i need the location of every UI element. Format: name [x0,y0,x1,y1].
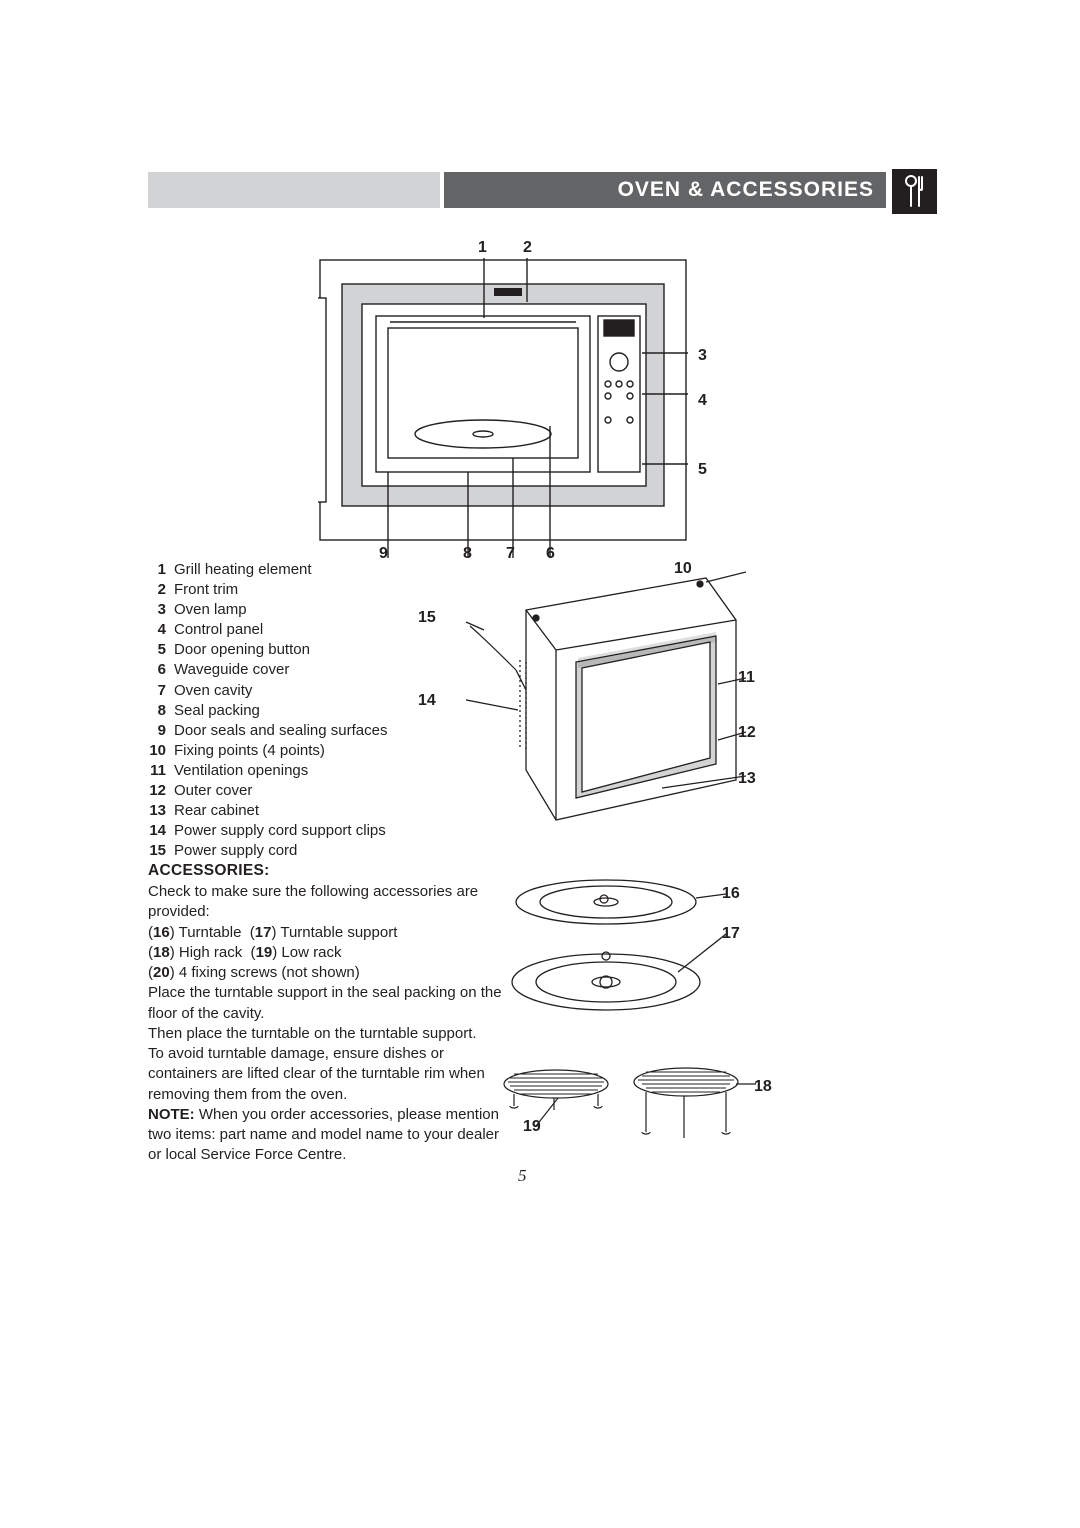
callout-6: 6 [546,545,555,563]
accessories-body: Check to make sure the following accesso… [148,882,508,1166]
acc-l19: Low rack [281,944,341,961]
parts-num: 2 [148,580,174,600]
parts-label: Door seals and sealing surfaces [174,721,387,741]
parts-label: Front trim [174,580,238,600]
acc-line-2: (18) High rack (19) Low rack [148,943,508,963]
acc-warn: To avoid turntable damage, ensure dishes… [148,1044,508,1105]
callout-5: 5 [698,461,707,479]
parts-row: 14Power supply cord support clips [148,821,408,841]
callout-15: 15 [418,609,436,627]
parts-num: 10 [148,741,174,761]
parts-row: 6Waveguide cover [148,660,408,680]
callout-14: 14 [418,692,436,710]
parts-label: Control panel [174,620,263,640]
callout-1: 1 [478,239,487,257]
parts-row: 15Power supply cord [148,841,408,861]
oven-back-diagram [466,570,746,830]
parts-row: 8Seal packing [148,701,408,721]
callout-18: 18 [754,1078,772,1096]
parts-num: 11 [148,761,174,781]
parts-label: Oven lamp [174,600,247,620]
parts-num: 3 [148,600,174,620]
parts-num: 15 [148,841,174,861]
callout-3: 3 [698,347,707,365]
acc-n19: 19 [256,944,273,961]
header-title-bar: OVEN & ACCESSORIES [444,172,886,208]
callout-19: 19 [523,1118,541,1136]
parts-row: 11Ventilation openings [148,761,408,781]
parts-row: 5Door opening button [148,640,408,660]
page-number: 5 [518,1166,527,1186]
parts-list: 1Grill heating element2Front trim3Oven l… [148,560,408,861]
parts-num: 14 [148,821,174,841]
callout-17: 17 [722,925,740,943]
parts-row: 9Door seals and sealing surfaces [148,721,408,741]
callout-2: 2 [523,239,532,257]
parts-num: 6 [148,660,174,680]
acc-n17: 17 [255,924,272,941]
callout-10: 10 [674,560,692,578]
parts-row: 1Grill heating element [148,560,408,580]
parts-label: Rear cabinet [174,801,259,821]
parts-label: Ventilation openings [174,761,308,781]
parts-label: Seal packing [174,701,260,721]
parts-label: Fixing points (4 points) [174,741,325,761]
callout-7: 7 [506,545,515,563]
acc-place1: Place the turntable support in the seal … [148,983,508,1024]
parts-num: 4 [148,620,174,640]
header-title-text: OVEN & ACCESSORIES [618,178,874,202]
acc-l17: Turntable support [280,924,397,941]
turntable-diagram [486,872,726,1032]
callout-16: 16 [722,885,740,903]
acc-line-1: (16) Turntable (17) Turntable support [148,923,508,943]
oven-front-diagram [318,258,688,558]
header-grey-bar [148,172,440,208]
acc-note: NOTE: When you order accessories, please… [148,1105,508,1166]
parts-row: 2Front trim [148,580,408,600]
callout-12: 12 [738,724,756,742]
parts-num: 1 [148,560,174,580]
parts-num: 7 [148,681,174,701]
acc-n16: 16 [153,924,170,941]
parts-label: Waveguide cover [174,660,289,680]
callout-4: 4 [698,392,707,410]
parts-label: Power supply cord support clips [174,821,386,841]
acc-n18: 18 [153,944,170,961]
parts-row: 10Fixing points (4 points) [148,741,408,761]
parts-label: Grill heating element [174,560,312,580]
parts-label: Power supply cord [174,841,297,861]
parts-row: 7Oven cavity [148,681,408,701]
racks-diagram [496,1062,756,1152]
parts-row: 13Rear cabinet [148,801,408,821]
parts-label: Oven cavity [174,681,252,701]
callout-8: 8 [463,545,472,563]
callout-11: 11 [738,669,755,687]
header-icon-box [892,169,937,214]
parts-num: 8 [148,701,174,721]
acc-note-label: NOTE: [148,1106,195,1123]
parts-num: 5 [148,640,174,660]
parts-label: Outer cover [174,781,252,801]
acc-note-text: When you order accessories, please menti… [148,1106,499,1164]
parts-row: 4Control panel [148,620,408,640]
acc-l20: 4 fixing screws (not shown) [179,964,360,981]
parts-num: 9 [148,721,174,741]
acc-n20: 20 [153,964,170,981]
parts-label: Door opening button [174,640,310,660]
parts-row: 12Outer cover [148,781,408,801]
acc-place2: Then place the turntable on the turntabl… [148,1024,508,1044]
acc-l16: Turntable [179,924,242,941]
parts-num: 12 [148,781,174,801]
parts-row: 3Oven lamp [148,600,408,620]
callout-13: 13 [738,770,756,788]
utensil-icon [903,175,927,209]
acc-intro: Check to make sure the following accesso… [148,882,508,923]
parts-num: 13 [148,801,174,821]
acc-l18: High rack [179,944,242,961]
acc-line-3: (20) 4 fixing screws (not shown) [148,963,508,983]
accessories-heading: ACCESSORIES: [148,862,270,880]
